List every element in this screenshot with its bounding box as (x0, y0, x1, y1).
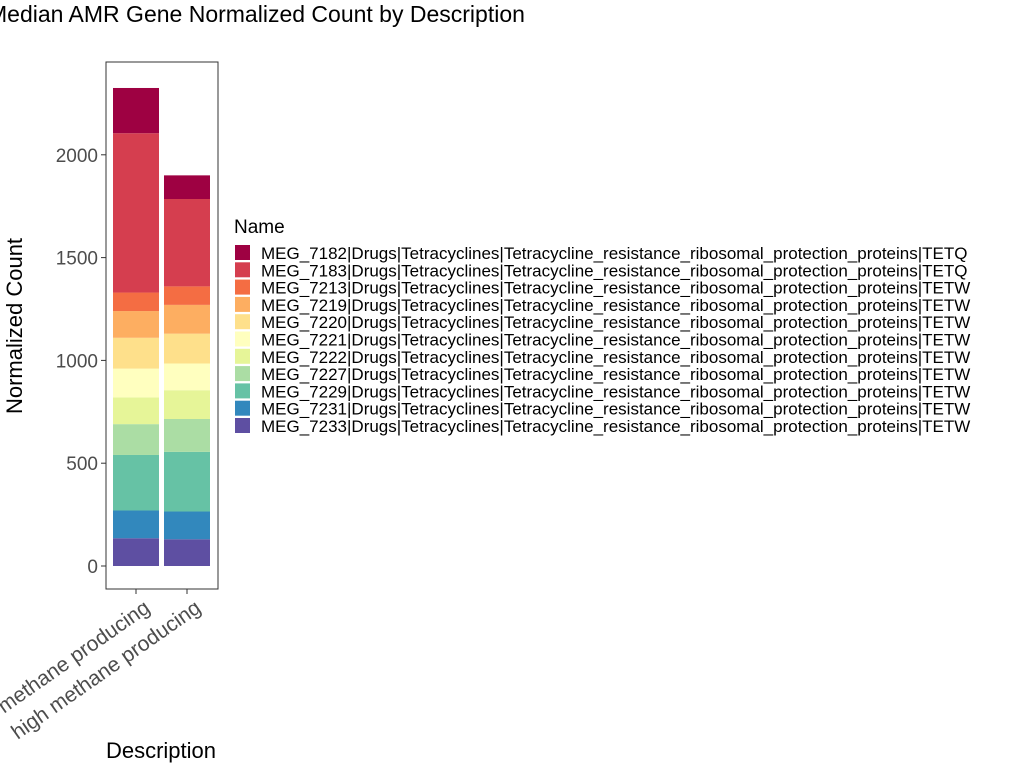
legend: Name MEG_7182|Drugs|Tetracyclines|Tetrac… (234, 217, 970, 436)
legend-item-label: MEG_7213|Drugs|Tetracyclines|Tetracyclin… (261, 279, 970, 298)
y-tick-label: 0 (87, 557, 98, 578)
bar-segment (113, 538, 159, 566)
bar-segment (164, 304, 210, 334)
bar-segment (164, 286, 210, 305)
bar-segment (164, 451, 210, 512)
legend-item-label: MEG_7227|Drugs|Tetracyclines|Tetracyclin… (261, 365, 970, 384)
legend-item-label: MEG_7182|Drugs|Tetracyclines|Tetracyclin… (261, 244, 967, 263)
y-tick-label: 2000 (56, 146, 98, 167)
x-axis-label: Description (106, 738, 216, 763)
bar-segment (113, 292, 159, 312)
legend-swatch (235, 279, 250, 295)
plot-panel-border (105, 61, 219, 590)
bar-segment (164, 390, 210, 419)
chart-title: Median AMR Gene Normalized Count by Desc… (0, 1, 525, 27)
legend-item-label: MEG_7222|Drugs|Tetracyclines|Tetracyclin… (261, 348, 970, 367)
legend-swatch (235, 348, 250, 364)
bar-segment (113, 454, 159, 511)
legend-item-label: MEG_7233|Drugs|Tetracyclines|Tetracyclin… (261, 417, 970, 436)
legend-swatch (235, 383, 250, 399)
y-tick-label: 1000 (56, 351, 98, 372)
bar-segment (164, 418, 210, 452)
legend-item-label: MEG_7220|Drugs|Tetracyclines|Tetracyclin… (261, 313, 970, 332)
bar-segment (113, 133, 159, 293)
bar-segment (164, 363, 210, 391)
y-tick-label: 500 (66, 454, 98, 475)
legend-title: Name (234, 217, 285, 238)
bar-segment (164, 333, 210, 364)
legend-item-label: MEG_7221|Drugs|Tetracyclines|Tetracyclin… (261, 331, 970, 350)
bar-segment (113, 87, 159, 134)
legend-swatch (235, 418, 250, 433)
y-tick-label: 1500 (56, 249, 98, 270)
legend-item-label: MEG_7219|Drugs|Tetracyclines|Tetracyclin… (261, 296, 970, 315)
y-axis-label: Normalized Count (2, 238, 27, 414)
legend-swatch (235, 400, 250, 416)
bar-segment (113, 424, 159, 455)
bar-segment (113, 510, 159, 539)
legend-swatch (235, 262, 250, 278)
legend-swatch (235, 331, 250, 347)
bar-segment (113, 368, 159, 398)
legend-swatch (235, 296, 250, 312)
legend-swatch (235, 245, 250, 260)
legend-item-label: MEG_7231|Drugs|Tetracyclines|Tetracyclin… (261, 400, 970, 419)
legend-swatch (235, 314, 250, 330)
bar-segment (164, 539, 210, 566)
legend-item-label: MEG_7183|Drugs|Tetracyclines|Tetracyclin… (261, 261, 967, 280)
legend-item-label: MEG_7229|Drugs|Tetracyclines|Tetracyclin… (261, 382, 970, 401)
bar-segment (113, 311, 159, 338)
legend-swatch (235, 366, 250, 382)
bar-segment (164, 199, 210, 287)
bar-segment (113, 337, 159, 369)
bar-segment (164, 511, 210, 540)
bar-segment (113, 397, 159, 425)
bar-segment (164, 175, 210, 200)
